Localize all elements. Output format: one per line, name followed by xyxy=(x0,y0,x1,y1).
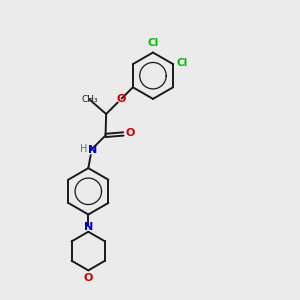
Text: CH₃: CH₃ xyxy=(82,95,98,104)
Text: N: N xyxy=(88,145,97,155)
Text: Cl: Cl xyxy=(177,58,188,68)
Text: O: O xyxy=(125,128,135,138)
Text: N: N xyxy=(84,222,93,232)
Text: Cl: Cl xyxy=(148,38,159,48)
Text: O: O xyxy=(84,273,93,283)
Text: O: O xyxy=(117,94,126,103)
Text: H: H xyxy=(80,143,88,154)
